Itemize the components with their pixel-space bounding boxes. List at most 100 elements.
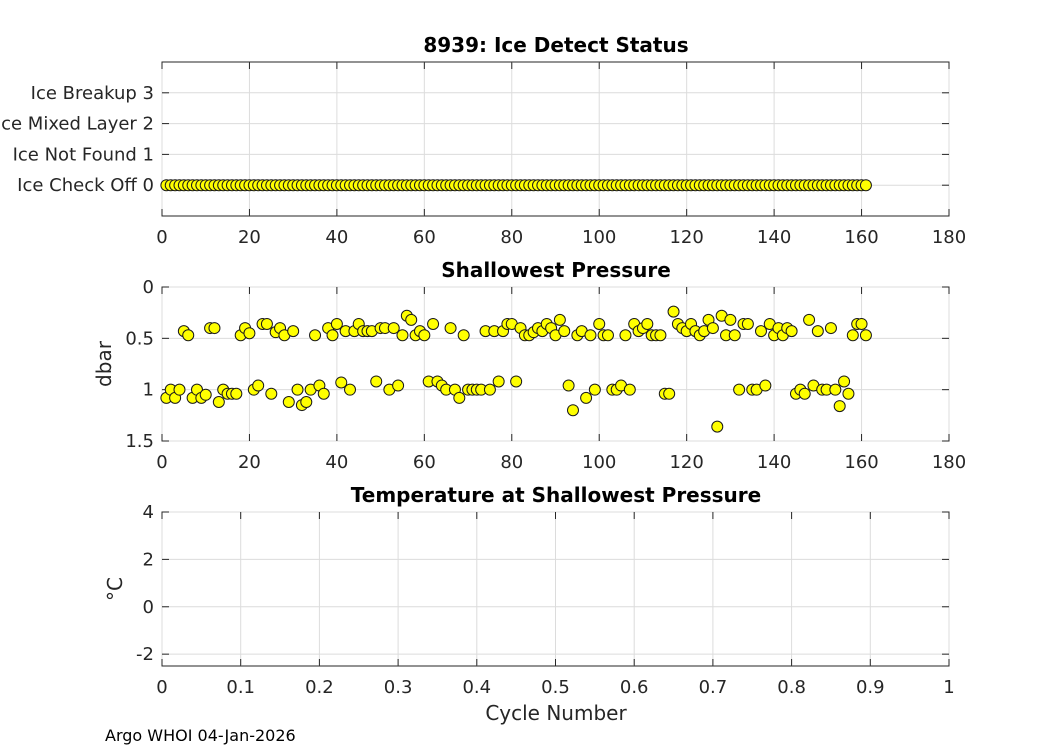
pressure-data-point xyxy=(580,391,593,404)
pressure-ylabel: dbar xyxy=(92,340,116,387)
ice-detect-x-tick-label: 120 xyxy=(669,227,703,248)
pressure-data-point xyxy=(370,375,383,388)
pressure-data-point xyxy=(728,329,741,342)
ice-detect-x-tick-label: 160 xyxy=(844,227,878,248)
pressure-data-point xyxy=(588,383,601,396)
temperature-x-tick-label: 0.1 xyxy=(226,677,255,698)
temperature-x-tick-label: 0.4 xyxy=(462,677,491,698)
temperature-y-tick-label: 2 xyxy=(143,549,154,570)
pressure-data-point xyxy=(619,329,632,342)
pressure-data-point xyxy=(759,379,772,392)
pressure-data-point xyxy=(182,329,195,342)
pressure-data-point xyxy=(706,322,719,335)
pressure-data-point xyxy=(733,383,746,396)
ice-detect-title: 8939: Ice Detect Status xyxy=(423,33,688,57)
pressure-data-point xyxy=(444,322,457,335)
ice-detect-y-tick-label: Ice Breakup 3 xyxy=(31,83,154,104)
pressure-data-point xyxy=(405,313,418,326)
pressure-data-point xyxy=(724,313,737,326)
ice-detect-y-tick-label: Ice Not Found 1 xyxy=(13,144,154,165)
pressure-data-point xyxy=(317,387,330,400)
pressure-data-point xyxy=(811,325,824,338)
pressure-y-tick-label: 1 xyxy=(143,380,154,401)
pressure-data-point xyxy=(418,329,431,342)
temperature-x-tick-label: 0.9 xyxy=(856,677,885,698)
temperature-y-tick-label: 4 xyxy=(143,502,154,523)
pressure-data-point xyxy=(803,313,816,326)
pressure-data-point xyxy=(859,329,872,342)
pressure-data-point xyxy=(654,329,667,342)
pressure-data-point xyxy=(483,383,496,396)
pressure-data-point xyxy=(309,329,322,342)
pressure-data-point xyxy=(344,383,357,396)
temperature-y-tick-label: -2 xyxy=(136,644,154,665)
pressure-x-tick-label: 80 xyxy=(500,452,523,473)
pressure-x-tick-label: 60 xyxy=(413,452,436,473)
pressure-data-point xyxy=(230,387,243,400)
pressure-data-point xyxy=(601,329,614,342)
pressure-x-tick-label: 40 xyxy=(325,452,348,473)
pressure-data-point xyxy=(326,329,339,342)
temperature-x-tick-label: 1 xyxy=(943,677,954,698)
pressure-plot-area xyxy=(161,286,950,442)
pressure-data-point xyxy=(208,322,221,335)
pressure-data-point xyxy=(291,383,304,396)
temperature-y-tick-label: 0 xyxy=(143,597,154,618)
pressure-data-point xyxy=(396,329,409,342)
ice-detect-plot-area xyxy=(161,61,950,217)
pressure-x-tick-label: 160 xyxy=(844,452,878,473)
ice-detect-axes: 0 20 40 60 80 100 120 140 160 180 Ice Check Off 0… xyxy=(0,33,966,248)
ice-detect-x-tick-label: 80 xyxy=(500,227,523,248)
pressure-data-point xyxy=(252,379,265,392)
pressure-data-point xyxy=(641,317,654,330)
pressure-data-point xyxy=(667,305,680,318)
pressure-data-point xyxy=(199,388,212,401)
pressure-data-point xyxy=(335,376,348,389)
ice-detect-x-tick-label: 20 xyxy=(238,227,261,248)
pressure-data-point xyxy=(838,375,851,388)
temperature-x-tick-label: 0.8 xyxy=(777,677,806,698)
pressure-data-point xyxy=(566,404,579,417)
pressure-data-point xyxy=(265,387,278,400)
ice-detect-data-point xyxy=(859,179,872,192)
temperature-x-tick-label: 0.5 xyxy=(541,677,570,698)
footer-credit: Argo WHOI 04-Jan-2026 xyxy=(105,726,296,745)
pressure-data-point xyxy=(510,375,523,388)
temperature-x-tick-label: 0.6 xyxy=(620,677,649,698)
ice-detect-x-tick-label: 40 xyxy=(325,227,348,248)
ice-detect-x-tick-label: 0 xyxy=(156,227,167,248)
cycle-number-xlabel: Cycle Number xyxy=(485,701,627,725)
pressure-data-point xyxy=(558,325,571,338)
pressure-data-point xyxy=(212,395,225,408)
pressure-data-point xyxy=(562,379,575,392)
pressure-data-point xyxy=(300,395,313,408)
pressure-x-tick-label: 100 xyxy=(582,452,616,473)
pressure-data-point xyxy=(330,317,343,330)
pressure-x-tick-label: 20 xyxy=(238,452,261,473)
ice-detect-x-tick-label: 60 xyxy=(413,227,436,248)
pressure-data-point xyxy=(663,387,676,400)
pressure-data-point xyxy=(842,387,855,400)
pressure-data-point xyxy=(457,329,470,342)
temperature-x-tick-label: 0 xyxy=(156,677,167,698)
pressure-data-point xyxy=(824,322,837,335)
temperature-x-tick-label: 0.3 xyxy=(384,677,413,698)
pressure-y-tick-label: 1.5 xyxy=(125,431,154,452)
pressure-data-point xyxy=(754,325,767,338)
pressure-y-tick-label: 0.5 xyxy=(125,328,154,349)
pressure-data-point xyxy=(287,325,300,338)
pressure-data-point xyxy=(584,329,597,342)
temperature-x-tick-label: 0.7 xyxy=(699,677,728,698)
pressure-y-tick-label: 0 xyxy=(143,277,154,298)
pressure-data-point xyxy=(260,317,273,330)
pressure-title: Shallowest Pressure xyxy=(441,258,671,282)
temperature-x-tick-label: 0.2 xyxy=(305,677,334,698)
pressure-data-point xyxy=(392,379,405,392)
ice-detect-y-tick-label: Ice Mixed Layer 2 xyxy=(0,114,154,135)
pressure-x-tick-label: 0 xyxy=(156,452,167,473)
pressure-data-point xyxy=(243,327,256,340)
pressure-data-point xyxy=(833,400,846,413)
pressure-data-point xyxy=(387,322,400,335)
pressure-data-point xyxy=(427,317,440,330)
